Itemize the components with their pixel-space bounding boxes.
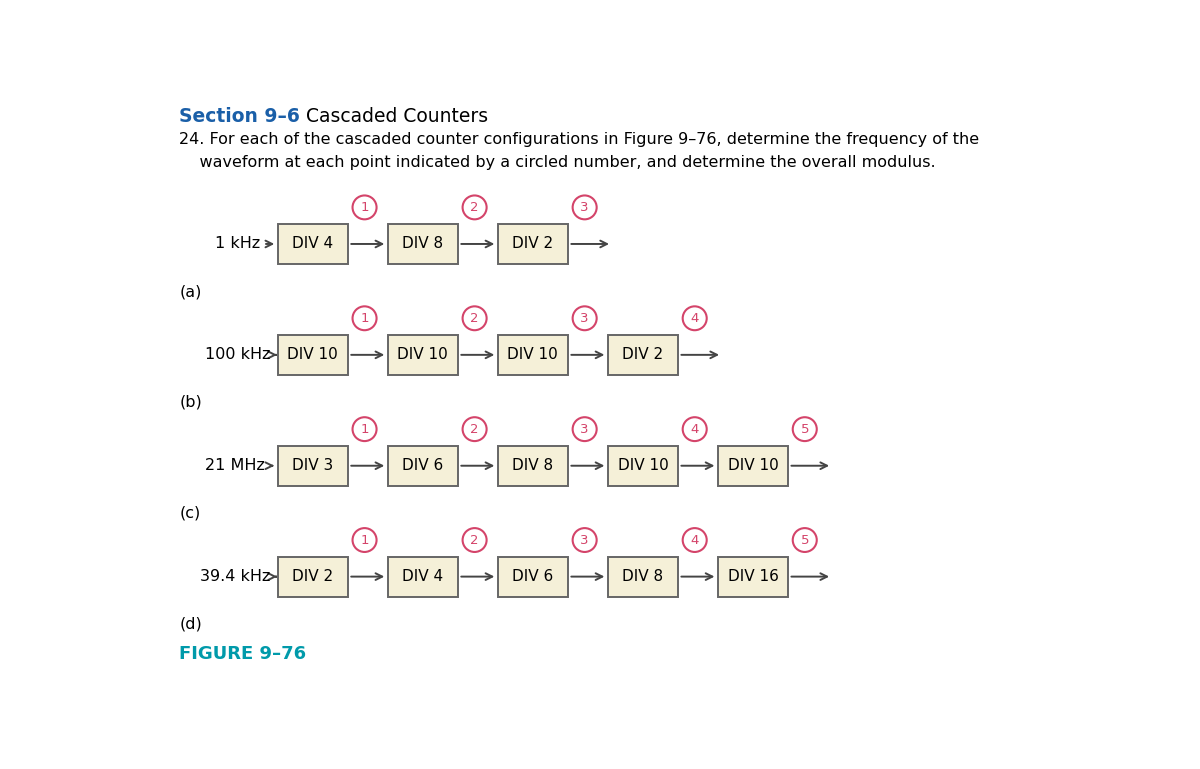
FancyBboxPatch shape (498, 446, 568, 486)
FancyBboxPatch shape (498, 557, 568, 597)
Text: DIV 10: DIV 10 (508, 348, 558, 362)
FancyBboxPatch shape (498, 224, 568, 264)
Text: 24. For each of the cascaded counter configurations in Figure 9–76, determine th: 24. For each of the cascaded counter con… (180, 131, 979, 147)
Text: 2: 2 (470, 311, 479, 325)
FancyBboxPatch shape (388, 557, 457, 597)
FancyBboxPatch shape (608, 557, 678, 597)
Text: 1: 1 (360, 423, 368, 436)
FancyBboxPatch shape (278, 224, 348, 264)
FancyBboxPatch shape (388, 224, 457, 264)
Text: 1: 1 (360, 534, 368, 547)
Text: 2: 2 (470, 201, 479, 214)
Text: DIV 16: DIV 16 (727, 569, 779, 584)
Text: (b): (b) (180, 395, 202, 410)
FancyBboxPatch shape (718, 446, 788, 486)
Text: 2: 2 (470, 423, 479, 436)
Text: 1: 1 (360, 201, 368, 214)
FancyBboxPatch shape (608, 335, 678, 375)
Text: waveform at each point indicated by a circled number, and determine the overall : waveform at each point indicated by a ci… (180, 155, 936, 170)
Text: FIGURE 9–76: FIGURE 9–76 (180, 645, 306, 663)
Text: 4: 4 (690, 423, 698, 436)
FancyBboxPatch shape (278, 335, 348, 375)
Text: DIV 4: DIV 4 (402, 569, 443, 584)
Text: DIV 8: DIV 8 (623, 569, 664, 584)
Text: DIV 10: DIV 10 (287, 348, 338, 362)
Text: 4: 4 (690, 534, 698, 547)
Text: 4: 4 (690, 311, 698, 325)
Text: 100 kHz: 100 kHz (205, 348, 270, 362)
Text: DIV 10: DIV 10 (397, 348, 448, 362)
Text: 5: 5 (800, 423, 809, 436)
Text: Cascaded Counters: Cascaded Counters (300, 107, 487, 126)
Text: DIV 3: DIV 3 (292, 458, 334, 473)
Text: DIV 8: DIV 8 (512, 458, 553, 473)
Text: DIV 2: DIV 2 (623, 348, 664, 362)
Text: DIV 8: DIV 8 (402, 237, 443, 251)
Text: (a): (a) (180, 284, 202, 299)
Text: 1: 1 (360, 311, 368, 325)
Text: DIV 2: DIV 2 (512, 237, 553, 251)
Text: 3: 3 (581, 311, 589, 325)
FancyBboxPatch shape (718, 557, 788, 597)
Text: (d): (d) (180, 617, 202, 631)
FancyBboxPatch shape (608, 446, 678, 486)
Text: 2: 2 (470, 534, 479, 547)
FancyBboxPatch shape (388, 446, 457, 486)
Text: 39.4 kHz: 39.4 kHz (199, 569, 270, 584)
Text: DIV 10: DIV 10 (727, 458, 779, 473)
Text: DIV 6: DIV 6 (402, 458, 444, 473)
Text: DIV 6: DIV 6 (512, 569, 553, 584)
Text: DIV 2: DIV 2 (292, 569, 334, 584)
FancyBboxPatch shape (498, 335, 568, 375)
Text: 1 kHz: 1 kHz (215, 237, 260, 251)
FancyBboxPatch shape (388, 335, 457, 375)
Text: 5: 5 (800, 534, 809, 547)
Text: DIV 10: DIV 10 (618, 458, 668, 473)
Text: 3: 3 (581, 534, 589, 547)
FancyBboxPatch shape (278, 446, 348, 486)
Text: Section 9–6: Section 9–6 (180, 107, 300, 126)
Text: 21 MHz: 21 MHz (205, 458, 265, 473)
Text: 3: 3 (581, 423, 589, 436)
Text: (c): (c) (180, 506, 200, 521)
Text: 3: 3 (581, 201, 589, 214)
FancyBboxPatch shape (278, 557, 348, 597)
Text: DIV 4: DIV 4 (292, 237, 334, 251)
